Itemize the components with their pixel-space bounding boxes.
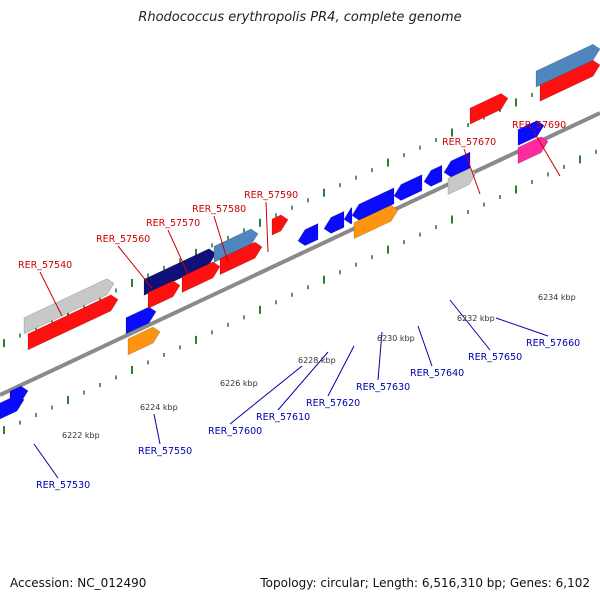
gene-block[interactable]: [353, 204, 399, 240]
gene-block[interactable]: [125, 306, 157, 335]
scale-label: 6232 kbp: [457, 314, 495, 323]
gene-block[interactable]: [23, 278, 115, 335]
genome-backbone: [0, 111, 600, 397]
backbone-layer: [0, 111, 600, 397]
gene-label: RER_57670: [442, 137, 496, 148]
tick-layer: [3, 62, 597, 435]
gene-block[interactable]: [447, 168, 477, 195]
gene-label: RER_57540: [18, 260, 72, 271]
gene-block[interactable]: [143, 248, 217, 296]
gene-block[interactable]: [213, 228, 259, 263]
gene-block[interactable]: [219, 241, 263, 276]
gene-block[interactable]: [181, 261, 221, 293]
scale-label: 6224 kbp: [140, 403, 178, 412]
gene-leader-line: [117, 245, 153, 289]
gene-label: RER_57550: [138, 446, 192, 457]
topology-text: Topology: circular; Length: 6,516,310 bp…: [260, 576, 590, 590]
scale-label: 6234 kbp: [538, 293, 576, 302]
leader-layer: [33, 131, 561, 479]
genome-title: Rhodococcus erythropolis PR4, complete g…: [138, 10, 462, 25]
gene-label: RER_57650: [468, 352, 522, 363]
gene-block[interactable]: [535, 43, 600, 88]
gene-block[interactable]: [297, 223, 319, 246]
gene-leader-line: [33, 443, 59, 479]
gene-label: RER_57620: [306, 398, 360, 409]
gene-leader-line: [277, 351, 329, 411]
gene-leader-line: [449, 299, 491, 351]
gene-label: RER_57560: [96, 234, 150, 245]
gene-label: RER_57580: [192, 204, 246, 215]
accession-text: Accession: NC_012490: [10, 576, 147, 590]
gene-label: RER_57600: [208, 426, 262, 437]
gene-label: RER_57690: [512, 120, 566, 131]
gene-leader-line: [229, 365, 303, 425]
scale-label: 6222 kbp: [62, 431, 100, 440]
gene-block[interactable]: [323, 210, 345, 234]
gene-leader-line: [463, 148, 481, 195]
gene-block[interactable]: [423, 164, 443, 187]
gene-block[interactable]: [127, 326, 161, 356]
gene-leader-line: [39, 271, 63, 317]
gene-block[interactable]: [27, 294, 119, 351]
gene-block[interactable]: [517, 120, 545, 147]
gene-leader-line: [167, 229, 189, 275]
gene-label: RER_57570: [146, 218, 200, 229]
gene-leader-line: [265, 201, 269, 253]
gene-block[interactable]: [343, 207, 353, 225]
label-layer: 6222 kbp 6224 kbp 6226 kbp 6228 kbp 6230 kbp…: [18, 120, 580, 491]
gene-block[interactable]: [469, 93, 509, 125]
gene-leader-line: [533, 131, 561, 177]
scale-label: 6226 kbp: [220, 379, 258, 388]
gene-label: RER_57590: [244, 190, 298, 201]
gene-label: RER_57530: [36, 480, 90, 491]
gene-block[interactable]: [393, 174, 423, 201]
gene-block[interactable]: [443, 151, 471, 178]
gene-leader-line: [377, 331, 383, 381]
scale-label: 6230 kbp: [377, 334, 415, 343]
gene-leader-line: [213, 215, 229, 263]
gene-leader-line: [417, 325, 433, 367]
gene-block[interactable]: [9, 385, 29, 408]
gene-label: RER_57640: [410, 368, 464, 379]
gene-leader-line: [495, 317, 549, 337]
scale-label: 6228 kbp: [298, 356, 336, 365]
gene-layer: [0, 43, 600, 420]
gene-leader-line: [153, 413, 161, 445]
gene-label: RER_57630: [356, 382, 410, 393]
gene-block[interactable]: [147, 280, 181, 309]
gene-label: RER_57660: [526, 338, 580, 349]
gene-block[interactable]: [271, 214, 289, 236]
gene-block[interactable]: [539, 59, 600, 102]
gene-label: RER_57610: [256, 412, 310, 423]
gene-leader-line: [327, 345, 355, 397]
